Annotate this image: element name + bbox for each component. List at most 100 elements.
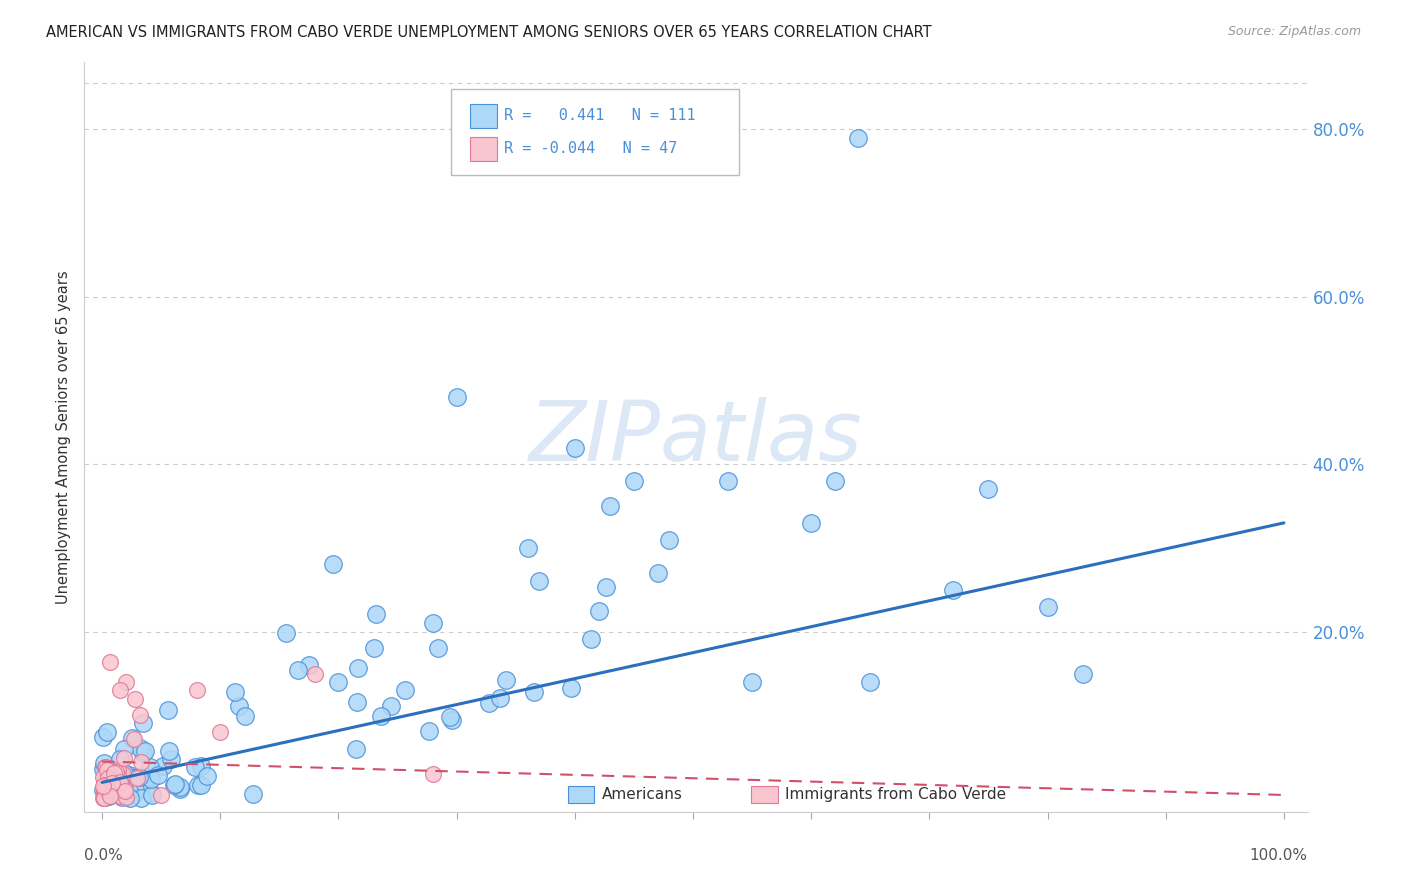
Point: [478, 696, 501, 710]
Point: [94, 782, 117, 797]
Point: [111, 785, 134, 799]
Text: ZIPatlas: ZIPatlas: [529, 397, 863, 477]
Point: [122, 787, 145, 801]
Point: [98, 655, 121, 669]
Point: [529, 574, 551, 589]
Bar: [568, 786, 595, 803]
Point: [441, 714, 464, 728]
Point: [380, 698, 402, 713]
Point: [122, 771, 145, 785]
Point: [233, 708, 256, 723]
Point: [800, 516, 823, 530]
Point: [523, 685, 546, 699]
FancyBboxPatch shape: [451, 88, 738, 175]
Point: [96, 781, 118, 796]
Point: [138, 760, 160, 774]
Point: [94, 766, 117, 780]
Point: [96, 763, 118, 777]
Point: [209, 725, 232, 739]
Point: [128, 770, 150, 784]
Point: [97, 773, 120, 788]
Point: [94, 790, 117, 805]
Bar: [751, 786, 778, 803]
Point: [595, 580, 617, 594]
Point: [93, 789, 115, 803]
Point: [848, 130, 870, 145]
Point: [132, 746, 155, 760]
Point: [108, 782, 131, 797]
Point: [103, 766, 125, 780]
Point: [108, 775, 131, 789]
Point: [186, 683, 208, 698]
Point: [118, 768, 141, 782]
Point: [136, 770, 159, 784]
Point: [439, 710, 461, 724]
Point: [124, 783, 146, 797]
Point: [97, 784, 120, 798]
Text: R =   0.441   N = 111: R = 0.441 N = 111: [503, 108, 696, 123]
Point: [122, 774, 145, 789]
Text: Source: ZipAtlas.com: Source: ZipAtlas.com: [1227, 25, 1361, 38]
Point: [344, 742, 367, 756]
Point: [94, 760, 117, 774]
Point: [129, 791, 152, 805]
Point: [495, 673, 517, 688]
Point: [160, 752, 183, 766]
Text: Immigrants from Cabo Verde: Immigrants from Cabo Verde: [786, 787, 1007, 802]
Point: [824, 474, 846, 488]
Point: [91, 779, 114, 793]
Point: [107, 763, 129, 777]
Point: [93, 783, 115, 797]
Point: [146, 768, 169, 782]
Point: [94, 760, 117, 774]
Bar: [470, 136, 496, 161]
Point: [370, 709, 392, 723]
Point: [101, 776, 124, 790]
Point: [115, 790, 138, 805]
Point: [152, 759, 174, 773]
Point: [141, 788, 163, 802]
Point: [741, 675, 763, 690]
Point: [1036, 599, 1059, 614]
Point: [190, 778, 212, 792]
Point: [97, 785, 120, 799]
Point: [91, 770, 114, 784]
Point: [91, 762, 114, 776]
Point: [363, 641, 385, 656]
Point: [129, 755, 152, 769]
Point: [105, 777, 128, 791]
Point: [110, 751, 132, 765]
Point: [658, 533, 681, 547]
Point: [859, 675, 882, 690]
Point: [112, 741, 135, 756]
Point: [157, 744, 180, 758]
Point: [94, 778, 117, 792]
Point: [346, 695, 368, 709]
Point: [977, 483, 1000, 497]
Point: [141, 772, 163, 786]
Point: [139, 786, 162, 800]
Point: [94, 784, 117, 798]
Text: Americans: Americans: [602, 787, 683, 802]
Point: [322, 557, 344, 571]
Point: [124, 691, 146, 706]
Point: [647, 566, 669, 581]
Point: [298, 657, 321, 672]
Point: [169, 780, 191, 794]
Point: [426, 640, 449, 655]
Point: [328, 675, 350, 690]
Point: [96, 786, 118, 800]
Point: [93, 791, 115, 805]
Point: [114, 784, 136, 798]
Point: [97, 774, 120, 789]
Point: [111, 770, 134, 784]
Point: [599, 499, 621, 513]
Point: [564, 441, 586, 455]
Point: [118, 791, 141, 805]
Point: [98, 789, 121, 803]
Point: [717, 474, 740, 488]
Point: [96, 780, 118, 795]
Point: [127, 771, 149, 785]
Point: [134, 744, 156, 758]
Text: AMERICAN VS IMMIGRANTS FROM CABO VERDE UNEMPLOYMENT AMONG SENIORS OVER 65 YEARS : AMERICAN VS IMMIGRANTS FROM CABO VERDE U…: [46, 25, 932, 40]
